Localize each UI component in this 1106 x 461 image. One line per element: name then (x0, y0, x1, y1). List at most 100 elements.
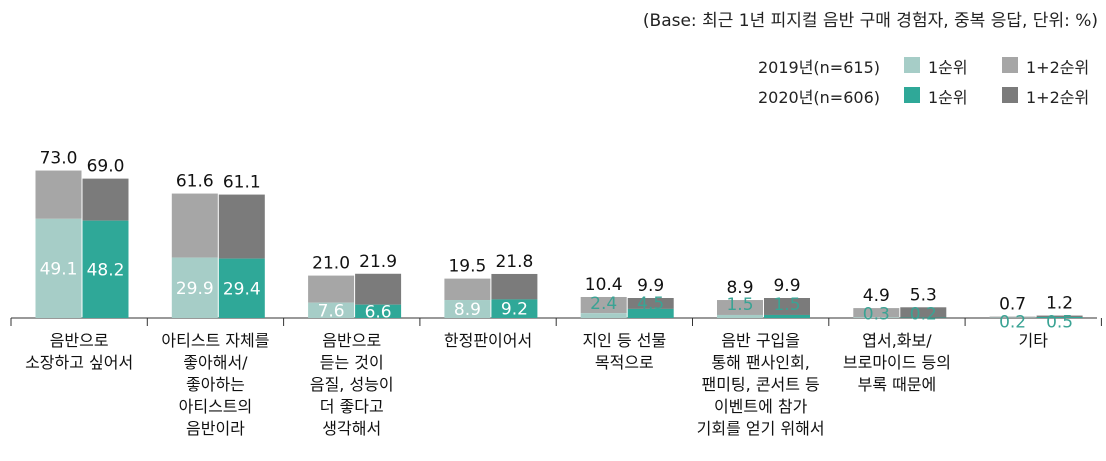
bar-2020-first (627, 308, 674, 318)
bar-2020-both (82, 178, 129, 221)
bar-2019-both (717, 300, 763, 315)
label-2019-first-value: 0.2 (999, 313, 1026, 333)
category-label-line: 음질, 성능이 (310, 375, 394, 394)
legend-label-2020-both: 1+2순위 (1026, 88, 1090, 107)
category-label-line: 음반으로 (50, 331, 109, 350)
bar-2019-both (989, 316, 1036, 318)
bar-2020-first (218, 258, 265, 318)
category-label-line: 한정판이어서 (444, 331, 532, 350)
category-label-line: 음반 구입을 (721, 331, 800, 350)
category-label-line: 좋아해서/ (183, 353, 248, 372)
label-2020-first-value: 0.2 (910, 304, 937, 324)
bar-2020-first (355, 304, 402, 318)
category-label-line: 이벤트에 참가 (714, 397, 808, 416)
bar-2019-both (308, 275, 355, 303)
bar-2019-both (580, 296, 627, 314)
bar-2019-first (444, 300, 491, 318)
category-label-line: 듣는 것이 (320, 353, 384, 372)
category-label-line: 기타 (1019, 331, 1049, 350)
bar-2020-both (1036, 315, 1083, 317)
bar-2019-first (717, 314, 763, 318)
bar-2020-both (491, 273, 538, 300)
category-label: 음반 구입을 통해 팬사인회, 팬미팅, 콘서트 등 이벤트에 참가 기회를 얻기 위해… (697, 331, 825, 438)
bar-2019-both (853, 308, 900, 318)
legend-label-2019-first: 1순위 (928, 58, 968, 77)
category-label-line: 소장하고 싶어서 (25, 353, 133, 372)
label-2020-first-value: 6.6 (365, 302, 392, 322)
category-label-line: 팬미팅, 콘서트 등 (701, 375, 819, 394)
category-label-line: 좋아하는 (186, 375, 245, 394)
bar-2020-both (900, 307, 947, 318)
legend-row-2020: 2020년(n=606) 1순위 1+2순위 (720, 82, 1100, 108)
label-2020-both-value: 21.8 (495, 252, 533, 272)
label-2019-both-value: 21.0 (312, 254, 350, 274)
category-label-line: 생각해서 (322, 419, 381, 438)
legend-label-2020-first: 1순위 (928, 88, 968, 107)
label-2020-both-value: 9.9 (637, 276, 664, 296)
label-2020-both-value: 1.2 (1046, 294, 1073, 314)
label-2020-both-value: 9.9 (773, 276, 800, 296)
category-label: 엽서,화보/브로마이드 등의 부록 때문에 (843, 331, 951, 394)
label-2019-both-value: 19.5 (448, 257, 486, 277)
label-2020-first-value: 29.4 (223, 279, 261, 299)
bar-2020-first (1036, 316, 1083, 318)
label-2019-both-value: 4.9 (863, 286, 890, 306)
legend-year-2020: 2020년(n=606) (757, 88, 880, 107)
base-note: (Base: 최근 1년 피지컬 음반 구매 경험자, 중복 응답, 단위: %… (642, 11, 1098, 31)
legend-swatch-2019-both (1002, 57, 1018, 73)
label-2020-both-value: 21.9 (359, 252, 397, 272)
bar-2019-both (35, 170, 82, 219)
label-2019-both-value: 61.6 (176, 172, 214, 192)
label-2019-both-value: 0.7 (999, 295, 1026, 315)
category-label: 한정판이어서 (444, 331, 532, 350)
bar-2019-first (580, 313, 627, 318)
label-2020-first-value: 4.5 (637, 294, 664, 314)
label-2019-first-value: 29.9 (176, 279, 214, 299)
category-label-line: 목적으로 (595, 353, 654, 372)
label-2019-first-value: 2.4 (590, 294, 617, 314)
bar-2019-both (444, 278, 491, 301)
bar-2020-both (764, 298, 810, 315)
bar-2019-first (853, 317, 900, 318)
category-label: 기타 (1019, 331, 1049, 350)
legend-label-2019-both: 1+2순위 (1026, 58, 1090, 77)
label-2019-first-value: 8.9 (454, 300, 481, 320)
label-2019-first-value: 0.3 (863, 304, 890, 324)
category-label-line: 더 좋다고 (320, 397, 384, 416)
legend-row-2019: 2019년(n=615) 1순위 1+2순위 (720, 52, 1100, 78)
category-label-line: 아티스트 자체를 (161, 331, 269, 350)
legend-swatch-2020-first (904, 87, 920, 103)
category-label-line: 엽서,화보/ (862, 331, 932, 350)
label-2019-both-value: 10.4 (585, 275, 623, 295)
legend-year-2019: 2019년(n=615) (757, 58, 880, 77)
category-label-line: 음반이라 (186, 419, 245, 438)
legend-swatch-2019-first (904, 57, 920, 73)
label-2019-first-value: 1.5 (726, 295, 753, 315)
label-2019-both-value: 73.0 (40, 149, 78, 169)
bar-2019-first (35, 218, 82, 318)
bar-2019-first (171, 257, 218, 318)
label-2020-both-value: 69.0 (87, 157, 125, 177)
bar-2020-both (627, 298, 674, 309)
bar-2019-first (308, 302, 355, 318)
legend-swatch-2020-both (1002, 87, 1018, 103)
bar-2020-first (764, 314, 810, 318)
bar-2020-first (491, 299, 538, 318)
label-2020-first-value: 0.5 (1046, 313, 1073, 333)
bar-2020-first (82, 220, 129, 318)
label-2019-both-value: 8.9 (726, 278, 753, 298)
label-2020-first-value: 9.2 (501, 300, 528, 320)
category-label-line: 부록 때문에 (858, 375, 937, 394)
category-label-line: 아티스트의 (179, 397, 253, 416)
bar-2019-both (171, 193, 218, 258)
category-label-line: 음반으로 (322, 331, 381, 350)
label-2020-both-value: 61.1 (223, 173, 261, 193)
label-2020-both-value: 5.3 (910, 285, 937, 305)
label-2019-first-value: 49.1 (40, 259, 78, 279)
category-label-line: 지인 등 선물 (582, 331, 666, 350)
